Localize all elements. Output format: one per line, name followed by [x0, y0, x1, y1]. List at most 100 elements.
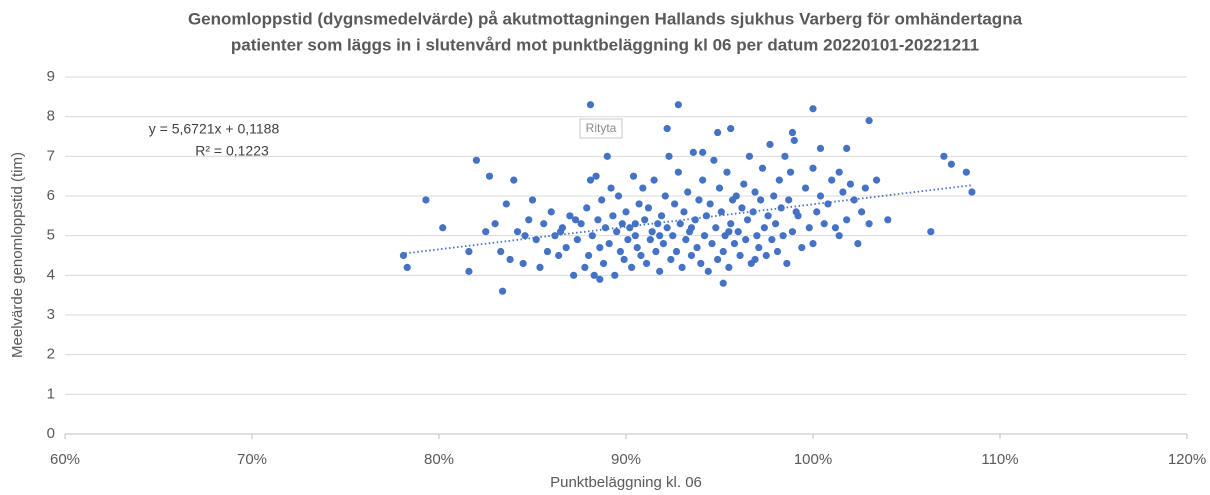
- point: [674, 101, 682, 109]
- point: [714, 255, 722, 264]
- point: [611, 271, 619, 279]
- point: [502, 200, 510, 208]
- point: [788, 228, 797, 236]
- point: [491, 220, 499, 228]
- point: [884, 216, 892, 224]
- point: [940, 152, 948, 160]
- point: [547, 208, 555, 216]
- point: [772, 220, 780, 228]
- point: [498, 287, 507, 295]
- point: [616, 247, 624, 256]
- point: [727, 124, 735, 133]
- point: [699, 176, 707, 184]
- point: [646, 236, 654, 244]
- point: [536, 263, 544, 271]
- point: [770, 192, 778, 200]
- point: [725, 228, 733, 236]
- point: [635, 200, 643, 208]
- point: [680, 208, 688, 216]
- tooltip-box: [579, 118, 623, 139]
- grid: 0 1 2 3 4 5 6 7 8 9 60% 70% 80% 90% 100% 110% 120%: [47, 68, 1207, 468]
- point: [671, 200, 679, 208]
- point: [785, 196, 793, 204]
- point: [755, 243, 763, 252]
- point: [532, 236, 540, 244]
- points: [399, 101, 976, 295]
- point: [519, 259, 527, 268]
- point: [773, 247, 782, 256]
- point: [594, 216, 602, 224]
- point: [641, 216, 649, 224]
- point: [652, 247, 660, 256]
- point: [598, 196, 606, 204]
- point: [865, 220, 873, 228]
- point: [669, 232, 677, 240]
- point: [566, 212, 574, 220]
- point: [719, 279, 727, 287]
- point: [628, 263, 636, 271]
- y-axis-label: Meelvärde genomloppstid (tim): [9, 152, 26, 358]
- point: [622, 208, 630, 216]
- point: [792, 208, 800, 216]
- x-tick-label: 90%: [611, 451, 641, 468]
- y-tick-label: 0: [47, 425, 55, 442]
- point: [562, 243, 570, 252]
- point: [861, 184, 869, 192]
- point: [618, 220, 626, 228]
- point: [745, 152, 754, 160]
- point: [513, 228, 522, 236]
- point: [620, 255, 628, 264]
- trendline: [405, 184, 973, 255]
- point: [702, 212, 711, 220]
- point: [751, 188, 759, 196]
- point: [586, 176, 595, 184]
- point: [665, 152, 673, 160]
- point: [777, 204, 785, 212]
- point: [693, 243, 701, 252]
- x-tick-label: 110%: [981, 451, 1018, 468]
- point: [768, 236, 776, 244]
- point: [556, 228, 565, 236]
- point: [663, 224, 671, 232]
- point: [783, 259, 791, 268]
- point: [614, 192, 623, 200]
- point: [609, 212, 617, 220]
- x-tick-label: 60%: [50, 451, 80, 468]
- tooltip: Rityta: [586, 121, 617, 135]
- point: [482, 228, 490, 236]
- point: [596, 275, 604, 283]
- point: [439, 224, 447, 232]
- y-tick-label: 5: [47, 227, 55, 244]
- point: [674, 168, 682, 176]
- point: [828, 176, 836, 184]
- point: [648, 228, 656, 236]
- y-tick-label: 2: [47, 346, 55, 363]
- point: [510, 176, 518, 184]
- point: [585, 251, 593, 260]
- point: [835, 232, 843, 240]
- x-tick-label: 70%: [237, 451, 267, 468]
- point: [790, 136, 798, 145]
- point: [590, 271, 598, 279]
- point: [843, 216, 851, 224]
- point: [788, 128, 797, 137]
- point: [753, 232, 761, 240]
- y-tick-label: 3: [47, 306, 55, 323]
- x-tick-label: 100%: [794, 451, 832, 468]
- point: [758, 164, 767, 172]
- point: [704, 267, 712, 275]
- point: [839, 188, 847, 196]
- chart-title: Genomloppstid (dygnsmedelvärde) på akutm…: [188, 9, 1023, 28]
- point: [691, 216, 699, 224]
- point: [485, 172, 494, 180]
- point: [687, 251, 696, 260]
- r-squared: R² = 0,1223: [195, 143, 269, 159]
- point: [824, 200, 832, 208]
- y-tick-label: 1: [47, 385, 55, 402]
- point: [764, 212, 772, 220]
- point: [831, 224, 840, 232]
- point: [603, 152, 611, 160]
- point: [465, 247, 473, 256]
- point: [717, 208, 725, 216]
- point: [581, 263, 589, 271]
